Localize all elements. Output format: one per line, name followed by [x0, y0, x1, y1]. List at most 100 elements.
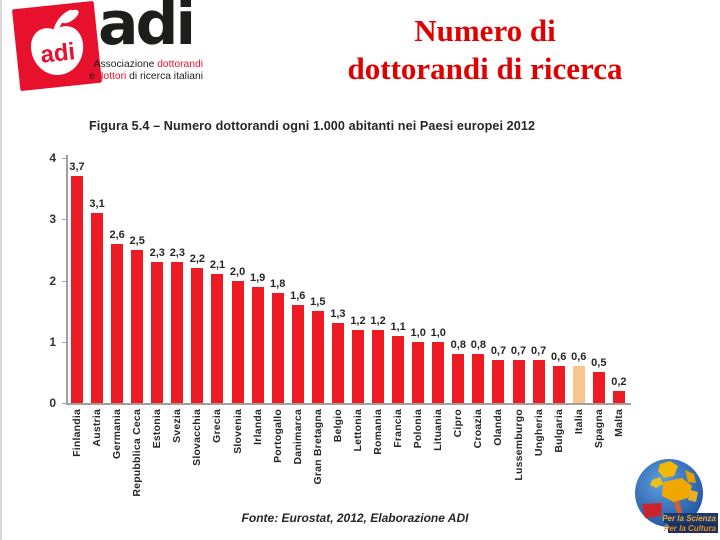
bar-value-label: 1,9 [249, 271, 266, 284]
bar-value-label: 3,7 [69, 161, 85, 174]
bar-value-label: 2,6 [109, 228, 125, 241]
bar-value-label: 1,0 [410, 326, 426, 339]
bar-value-label: 1,3 [330, 308, 346, 321]
bar-value-label: 3,1 [89, 198, 105, 211]
bar-value-label: 0,7 [530, 345, 547, 358]
bar-value-label: 1,2 [370, 314, 386, 327]
x-category-label: Gran Bretagna [311, 409, 324, 485]
bar-value-label: 0,8 [470, 339, 487, 351]
bar-value-label: 0,2 [611, 375, 627, 388]
logo-tagline-2: e dottori di ricerca italiani [60, 71, 203, 83]
x-category-label: Danimarca [291, 409, 304, 465]
bar [592, 372, 605, 403]
globe-text-line1: Per la Scienza [662, 514, 716, 523]
x-category-label: Bulgaria [552, 409, 565, 453]
tagline2-red: dottori [97, 71, 127, 82]
bar [231, 280, 244, 403]
bar [532, 360, 545, 403]
bar-value-label: 2,0 [229, 265, 246, 278]
bar [432, 341, 445, 403]
bar [392, 335, 405, 403]
bar [331, 323, 344, 403]
y-tick-label: 2 [49, 273, 56, 288]
bar [452, 354, 465, 403]
logo-tagline-1: Associazione dottorandi [60, 59, 203, 71]
bar [251, 286, 264, 403]
x-category-label: Slovenia [231, 409, 244, 454]
x-category-label: Svezia [171, 409, 184, 443]
y-tick-label: 3 [49, 212, 56, 227]
x-category-label: Slovacchia [191, 409, 204, 466]
bar-value-label: 2,1 [209, 259, 226, 272]
bar [552, 366, 565, 403]
bar [311, 311, 324, 403]
y-tick-mark [62, 341, 66, 343]
bar-value-label: 0,8 [450, 339, 466, 351]
bar-value-label: 1,6 [290, 290, 306, 302]
x-category-label: Grecia [211, 409, 224, 443]
badge-adi-text: adi [39, 38, 76, 68]
bar-value-label: 0,5 [591, 357, 607, 370]
bar-highlight-italia [572, 366, 585, 403]
y-tick-mark [62, 158, 66, 159]
x-category-label: Cipro [452, 409, 465, 438]
bar [191, 268, 204, 403]
bar [492, 360, 505, 403]
y-tick-mark [62, 219, 66, 221]
bar [291, 305, 304, 403]
bar [171, 262, 184, 403]
bar [271, 292, 284, 403]
tagline1-black: Associazione [93, 59, 155, 70]
x-category-label: Francia [392, 409, 405, 448]
bar-value-label: 0,7 [510, 345, 527, 358]
bar [351, 329, 364, 403]
y-tick-label: 1 [49, 334, 56, 349]
bar-value-label: 2,2 [189, 253, 206, 266]
x-category-label: Italia [572, 409, 585, 435]
x-category-label: Malta [612, 409, 625, 437]
x-category-label: Lituania [432, 409, 445, 451]
bar [472, 354, 485, 403]
x-category-label: Portogallo [271, 409, 284, 463]
tagline1-red: dottorandi [157, 59, 203, 70]
tagline2-prefix: e [89, 71, 95, 82]
x-category-label: Estonia [151, 409, 164, 449]
x-category-label: Lettonia [351, 409, 364, 452]
slide-title-line1: Numero di [414, 13, 556, 48]
x-category-label: Austria [91, 409, 104, 447]
bar [372, 329, 385, 403]
y-tick-label: 4 [49, 151, 56, 165]
adi-apple-badge: adi [11, 0, 103, 92]
adi-wordmark: adi [98, 0, 196, 59]
x-category-label: Irlanda [251, 409, 264, 445]
bar [512, 360, 525, 403]
x-category-label: Spagna [592, 409, 605, 449]
bar-value-label: 1,0 [430, 326, 446, 339]
globe-europe-icon: Per la Scienza Per la Cultura [635, 459, 718, 533]
x-axis-line [66, 403, 631, 405]
x-category-label: Finlandia [71, 409, 83, 457]
x-category-label: Repubblica Ceca [131, 409, 144, 497]
y-tick-mark [62, 280, 66, 282]
bar [211, 274, 224, 403]
chart-source: Fonte: Eurostat, 2012, Elaborazione ADI [241, 511, 469, 525]
bar-value-label: 0,6 [571, 351, 587, 364]
bar [111, 243, 124, 403]
y-tick-mark [62, 403, 66, 404]
bar-value-label: 1,5 [310, 296, 326, 309]
slide-title-line2: dottorandi di ricerca [347, 51, 623, 86]
bar-value-label: 2,3 [149, 247, 165, 260]
slide-title: Numero di dottorandi di ricerca [280, 12, 690, 88]
x-category-label: Germania [111, 409, 124, 460]
x-category-label: Polonia [412, 409, 425, 449]
apple-icon: adi [31, 9, 84, 75]
x-category-label: Belgio [331, 409, 344, 443]
bar-value-label: 2,3 [169, 247, 185, 260]
bar [151, 262, 164, 403]
x-category-label: Croazia [472, 409, 485, 449]
bar [412, 341, 425, 403]
y-axis-line [66, 155, 68, 403]
bar-value-label: 1,2 [350, 314, 366, 327]
bar-value-label: 2,5 [129, 234, 145, 247]
